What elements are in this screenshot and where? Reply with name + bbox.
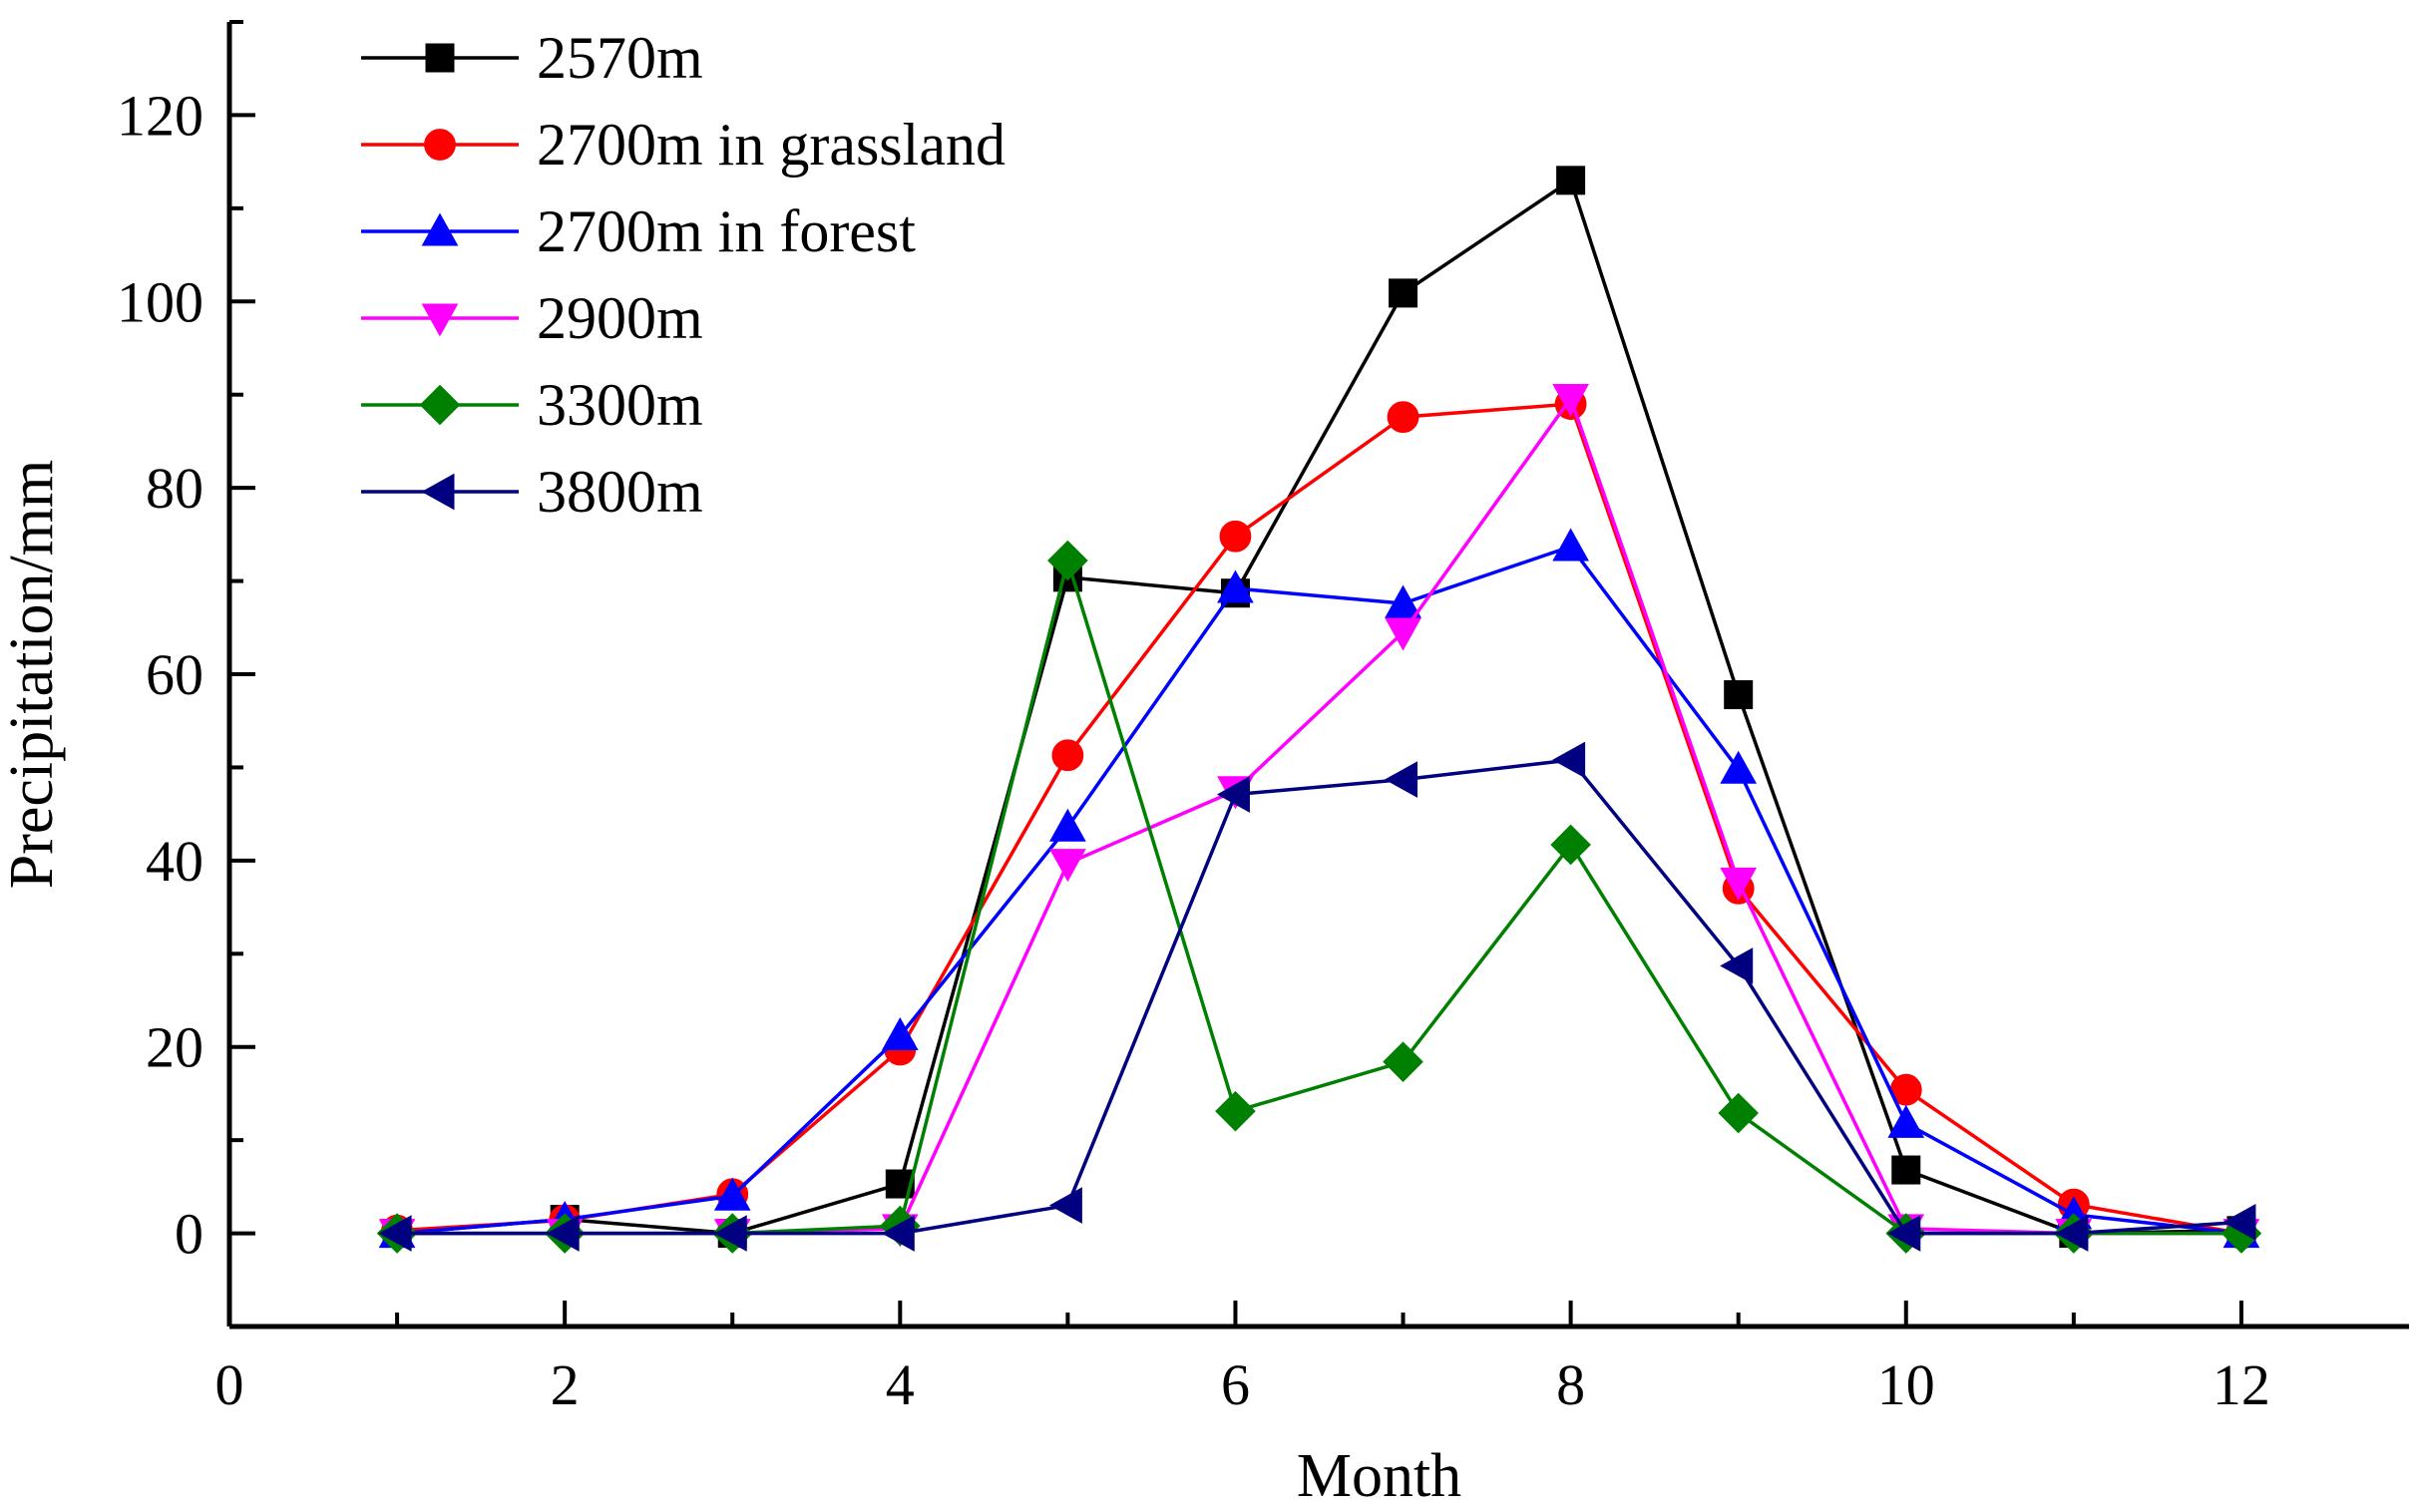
series-line	[397, 554, 2241, 1236]
data-point	[2222, 1204, 2256, 1241]
series-line	[397, 758, 2242, 1236]
data-point	[713, 1177, 751, 1211]
data-point	[1720, 947, 1754, 984]
data-point	[1385, 584, 1421, 618]
data-point	[881, 1215, 915, 1252]
legend-marker	[425, 43, 455, 73]
data-point	[1887, 1215, 1921, 1252]
data-point	[1385, 761, 1418, 798]
data-point	[1552, 383, 1589, 417]
x-tick-label: 2	[551, 1352, 580, 1417]
x-ticks: 0 2 4 6 8 10 12	[215, 1301, 2270, 1417]
legend: 2570m 2700m in grassland 2700m in forest 29…	[361, 25, 1006, 525]
legend-item: 2700m in grassland	[361, 112, 1006, 178]
plot-area: 0 2 4 6 8 10 12 0 20 40 60 80 100 120	[117, 20, 2409, 1417]
data-point	[1047, 540, 1088, 581]
x-tick-label: 0	[215, 1352, 244, 1417]
series-3800m	[378, 741, 2256, 1252]
data-point	[1550, 824, 1591, 866]
y-tick-label: 0	[175, 1202, 203, 1267]
x-tick-label: 8	[1556, 1352, 1585, 1417]
legend-label: 3300m	[537, 372, 703, 438]
data-point	[1389, 278, 1418, 308]
data-point	[2055, 1215, 2089, 1252]
data-point	[1556, 166, 1586, 195]
y-axis-title: Precipitation/mm	[0, 460, 66, 890]
data-point	[1887, 1104, 1925, 1138]
data-point	[1552, 741, 1586, 779]
x-tick-label: 4	[886, 1352, 915, 1417]
legend-item: 2700m in forest	[361, 198, 916, 264]
series-line	[396, 544, 2242, 1236]
data-point	[713, 1215, 747, 1252]
data-point	[1718, 1092, 1759, 1134]
y-ticks: 0 20 40 60 80 100 120	[117, 20, 255, 1328]
legend-item: 2570m	[361, 25, 703, 91]
data-point	[1720, 750, 1758, 784]
legend-item: 3300m	[361, 372, 703, 438]
legend-label: 2570m	[537, 25, 703, 91]
y-tick-label: 40	[146, 829, 203, 894]
data-point	[1385, 617, 1421, 651]
legend-item: 3800m	[361, 459, 703, 525]
legend-label: 2700m in grassland	[537, 112, 1006, 178]
data-point	[1049, 849, 1086, 883]
data-point	[1383, 1041, 1423, 1082]
data-point	[546, 1215, 580, 1252]
legend-marker	[424, 129, 456, 161]
data-point	[378, 1215, 412, 1252]
legend-marker	[421, 303, 459, 337]
y-tick-label: 20	[146, 1015, 203, 1080]
x-tick-label: 10	[1877, 1352, 1935, 1417]
x-axis-title: Month	[1297, 1442, 1461, 1510]
series-layer	[376, 166, 2262, 1254]
y-tick-label: 60	[146, 642, 203, 707]
data-point	[1048, 1187, 1082, 1224]
data-point	[1215, 1090, 1256, 1132]
data-point	[881, 1016, 919, 1051]
data-point	[1219, 520, 1252, 553]
x-tick-label: 6	[1221, 1352, 1250, 1417]
data-point	[1216, 776, 1250, 813]
x-tick-label: 12	[2213, 1352, 2270, 1417]
legend-label: 2700m in forest	[537, 198, 916, 264]
data-point	[1724, 680, 1754, 710]
data-point	[1720, 867, 1758, 901]
legend-marker	[419, 384, 461, 426]
legend-label: 3800m	[537, 459, 703, 525]
data-point	[1049, 808, 1086, 842]
legend-label: 2900m	[537, 285, 703, 351]
y-tick-label: 80	[146, 456, 203, 521]
legend-marker	[421, 473, 455, 511]
series-line	[396, 178, 2241, 1236]
data-point	[1051, 739, 1084, 772]
series-3300m	[376, 540, 2262, 1254]
series-line	[396, 402, 2242, 1236]
data-point	[1552, 528, 1589, 562]
legend-marker	[421, 212, 459, 246]
data-point	[1891, 1155, 1921, 1185]
data-point	[1387, 401, 1419, 434]
y-tick-label: 120	[117, 83, 203, 148]
legend-item: 2900m	[361, 285, 703, 351]
data-point	[1217, 569, 1254, 603]
y-tick-label: 100	[117, 269, 203, 334]
